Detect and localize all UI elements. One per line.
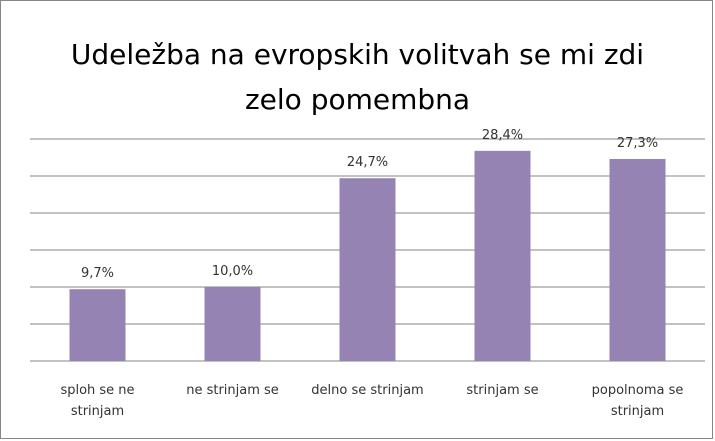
data-label: 27,3% bbox=[617, 136, 658, 151]
chart-title: Udeležba na evropskih volitvah se mi zdi… bbox=[70, 38, 645, 116]
x-tick-label: strinjam se bbox=[466, 383, 539, 398]
bar bbox=[339, 178, 396, 361]
bar bbox=[204, 287, 261, 361]
data-label: 24,7% bbox=[347, 155, 388, 170]
bar bbox=[69, 289, 126, 361]
bar bbox=[609, 158, 666, 361]
x-tick-label: sploh se ne strinjam bbox=[60, 383, 135, 419]
bar bbox=[474, 150, 531, 361]
data-label: 28,4% bbox=[482, 128, 523, 143]
x-tick-label: delno se strinjam bbox=[311, 383, 424, 398]
x-tick-label: ne strinjam se bbox=[186, 383, 279, 398]
data-label: 9,7% bbox=[81, 266, 114, 281]
x-tick-label: popolnoma se strinjam bbox=[591, 383, 684, 419]
data-label: 10,0% bbox=[212, 264, 253, 279]
